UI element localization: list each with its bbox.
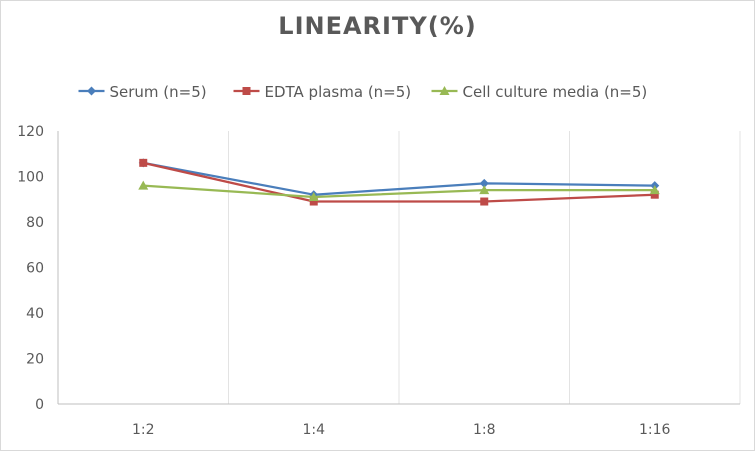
series-line-2 <box>143 184 655 199</box>
legend-marker-square <box>242 87 251 95</box>
data-point-square <box>480 197 489 206</box>
y-tick-label: 120 <box>17 124 44 140</box>
series-line-1 <box>143 161 655 203</box>
data-point-square <box>309 197 318 206</box>
y-tick-label: 20 <box>26 352 44 368</box>
data-point-triangle <box>308 191 319 201</box>
chart-title: LINEARITY(%) <box>278 12 477 40</box>
x-tick-label: 1:16 <box>639 422 671 438</box>
y-tick-label: 40 <box>26 306 44 322</box>
y-tick-label: 80 <box>26 215 44 231</box>
data-point-square <box>650 190 659 199</box>
grid-lines <box>228 131 741 404</box>
y-tick-label: 0 <box>35 397 44 413</box>
legend-marker-triangle <box>439 86 450 95</box>
data-point-triangle <box>479 185 490 195</box>
legend: Serum (n=5) EDTA plasma (n=5) Cell culture… <box>78 83 648 101</box>
series-line-0 <box>143 161 655 196</box>
data-point-diamond <box>479 178 489 188</box>
data-point-square <box>139 158 148 167</box>
x-tick-label: 1:2 <box>132 422 155 438</box>
y-tick-label: 60 <box>26 261 44 277</box>
x-tick-label: 1:4 <box>302 422 325 438</box>
series-lines <box>138 158 660 206</box>
legend-label: Serum (n=5) <box>110 83 207 101</box>
legend-label: Cell culture media (n=5) <box>463 83 648 101</box>
tick-labels: 0 20 40 60 80 100 120 1:2 1:4 1:8 1:16 <box>17 124 670 438</box>
data-point-triangle <box>649 185 660 195</box>
axes <box>57 131 740 405</box>
y-tick-label: 100 <box>17 170 44 186</box>
legend-label: EDTA plasma (n=5) <box>265 83 412 101</box>
data-point-triangle <box>138 180 149 190</box>
x-tick-label: 1:8 <box>473 422 496 438</box>
legend-marker-diamond <box>87 86 96 96</box>
